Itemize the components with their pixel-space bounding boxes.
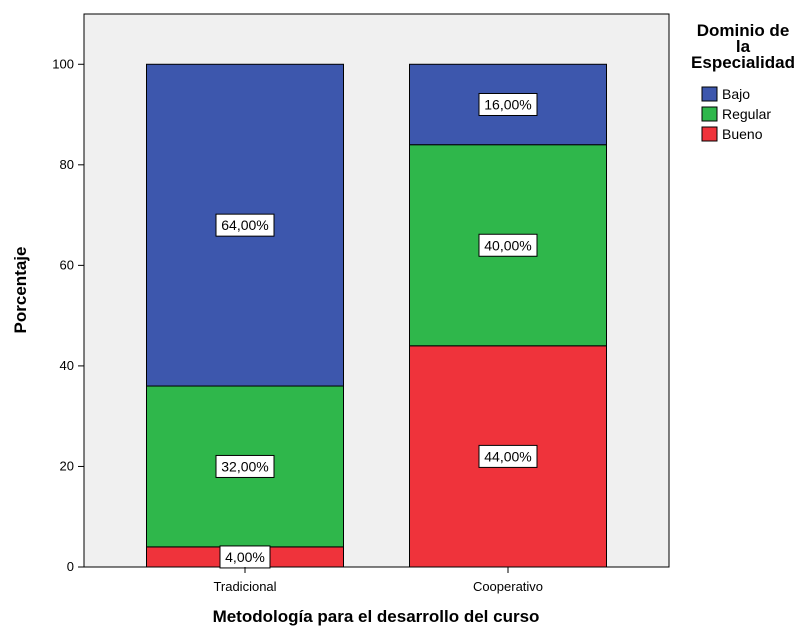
y-tick-label: 80 [60,157,74,172]
x-axis-title: Metodología para el desarrollo del curso [213,607,540,626]
x-axis: Tradicional Cooperativo [213,567,543,594]
data-label: 16,00% [478,92,538,116]
y-tick-label: 60 [60,257,74,272]
svg-text:32,00%: 32,00% [221,458,268,474]
data-label: 44,00% [478,444,538,468]
legend-swatch [701,86,718,102]
legend-item-bueno: Bueno [701,126,763,142]
svg-text:4,00%: 4,00% [225,549,265,565]
legend-label: Bajo [722,86,750,102]
y-tick-label: 20 [60,458,74,473]
legend-label: Regular [722,106,771,122]
legend-item-bajo: Bajo [701,86,750,102]
svg-text:16,00%: 16,00% [484,96,531,112]
svg-text:44,00%: 44,00% [484,448,531,464]
legend-swatch [701,126,718,142]
svg-text:40,00%: 40,00% [484,237,531,253]
y-tick-label: 0 [67,559,74,574]
legend-title: la [736,37,751,56]
legend-swatch [701,106,718,122]
legend-title: Dominio de [697,21,790,40]
y-axis-title: Porcentaje [11,247,30,334]
svg-text:64,00%: 64,00% [221,217,268,233]
y-tick-label: 40 [60,358,74,373]
legend-title: Especialidad [691,53,795,72]
legend-label: Bueno [722,126,763,142]
legend-item-regular: Regular [701,106,771,122]
data-label: 4,00% [219,545,271,569]
x-tick-label: Cooperativo [473,579,543,594]
data-label: 40,00% [478,233,538,257]
data-label: 32,00% [215,454,275,478]
x-tick-label: Tradicional [213,579,276,594]
bars: 4,00% 32,00% 64,00% 44,00% 40,00% 16,00% [146,63,607,569]
y-tick-label: 100 [52,56,74,71]
data-label: 64,00% [215,213,275,237]
y-axis: 0 20 40 60 80 100 [52,14,85,574]
